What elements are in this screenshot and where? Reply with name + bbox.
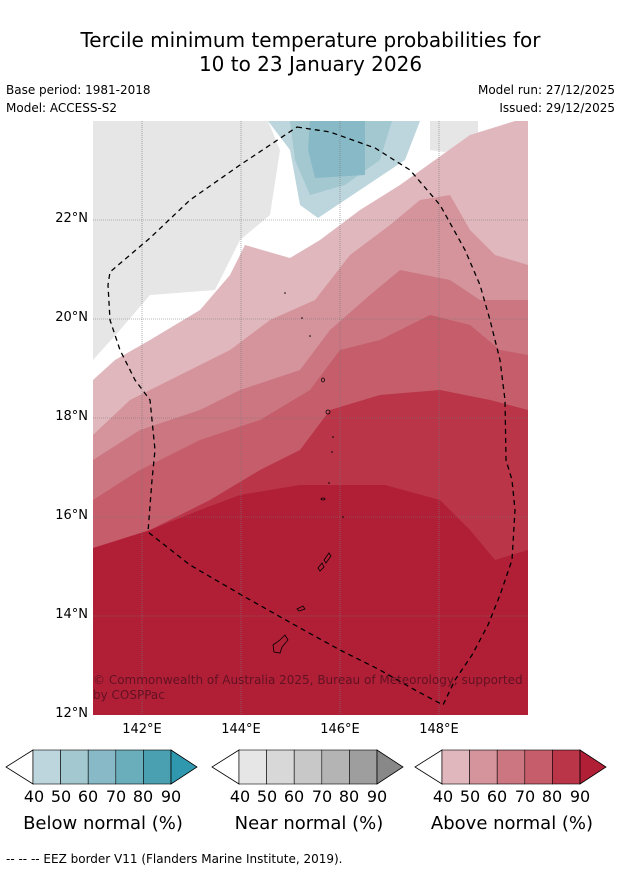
- below-normal-colorbar: [5, 749, 198, 785]
- colorbar-swatch: [496, 749, 526, 785]
- colorbar-swatch: [238, 749, 267, 785]
- near-normal-colorbar: [211, 749, 404, 785]
- island-rota: [296, 605, 306, 612]
- colorbar-swatch: [469, 749, 498, 785]
- model-run: Model run: 27/12/2025: [477, 83, 615, 97]
- lon-label-144: 144°E: [221, 722, 261, 737]
- colorbar-over-triangle: [579, 749, 607, 785]
- base-period: Base period: 1981-2018: [6, 83, 151, 97]
- lon-label-146: 146°E: [320, 722, 360, 737]
- tick-70: 70: [105, 787, 127, 806]
- tick-40: 40: [229, 787, 251, 806]
- colorbar-swatch: [32, 749, 61, 785]
- tick-80: 80: [132, 787, 154, 806]
- colorbar-swatch: [293, 749, 323, 785]
- small-islets: [284, 292, 344, 518]
- island-pagan: [325, 409, 331, 415]
- eez-border: [107, 126, 516, 706]
- colorbar-swatch: [552, 749, 581, 785]
- colorbar-swatch: [524, 749, 553, 785]
- lat-label-20: 20°N: [55, 310, 88, 325]
- colorbar-over-triangle: [376, 749, 404, 785]
- tick-80: 80: [338, 787, 360, 806]
- colorbar-swatch: [87, 749, 117, 785]
- colorbar-swatch: [115, 749, 144, 785]
- probability-shading: © Commonwealth of Australia 2025, Bureau…: [93, 121, 528, 715]
- island-agrihan: [321, 377, 325, 383]
- tick-80: 80: [541, 787, 563, 806]
- near-normal-title: Near normal (%): [234, 813, 384, 834]
- below-normal-swatches: [5, 749, 198, 785]
- tick-90: 90: [366, 787, 388, 806]
- tick-50: 50: [50, 787, 72, 806]
- colorbar-over-triangle: [170, 749, 198, 785]
- above-normal-swatches: [414, 749, 607, 785]
- lat-label-18: 18°N: [55, 409, 88, 424]
- model-name: Model: ACCESS-S2: [6, 101, 118, 115]
- meta-right: Model run: 27/12/2025 Issued: 29/12/2025: [478, 81, 615, 117]
- below-normal-60: [308, 121, 365, 178]
- tick-70: 70: [514, 787, 536, 806]
- copyright-line-2: by COSPPac: [93, 688, 165, 702]
- graticule: [93, 121, 528, 715]
- tick-70: 70: [311, 787, 333, 806]
- copyright-line-1: © Commonwealth of Australia 2025, Bureau…: [93, 673, 523, 687]
- islands: [272, 377, 332, 654]
- issued-date: Issued: 29/12/2025: [499, 101, 615, 115]
- lat-label-22: 22°N: [55, 211, 88, 226]
- colorbar-swatch: [143, 749, 172, 785]
- map-title: Tercile minimum temperature probabilitie…: [0, 28, 621, 76]
- tick-60: 60: [486, 787, 508, 806]
- title-line-1: Tercile minimum temperature probabilitie…: [80, 28, 541, 52]
- above-normal-title: Above normal (%): [430, 813, 594, 834]
- tick-60: 60: [283, 787, 305, 806]
- island-guam: [272, 634, 289, 654]
- lat-label-14: 14°N: [55, 607, 88, 622]
- tick-90: 90: [569, 787, 591, 806]
- tick-40: 40: [23, 787, 45, 806]
- tick-50: 50: [256, 787, 278, 806]
- tick-40: 40: [432, 787, 454, 806]
- colorbar-under-triangle: [414, 749, 443, 785]
- island-tinian: [317, 562, 325, 572]
- above-normal-90: [93, 485, 528, 715]
- colorbar-swatch: [60, 749, 89, 785]
- island-saipan: [323, 552, 332, 564]
- colorbar-under-triangle: [5, 749, 34, 785]
- island-anatahan: [320, 497, 326, 501]
- lat-label-12: 12°N: [55, 706, 88, 721]
- colorbar-swatch: [321, 749, 350, 785]
- tick-50: 50: [459, 787, 481, 806]
- colorbar-swatch: [349, 749, 378, 785]
- title-line-2: 10 to 23 January 2026: [198, 52, 423, 76]
- lon-label-148: 148°E: [419, 722, 459, 737]
- tick-90: 90: [160, 787, 182, 806]
- tick-60: 60: [77, 787, 99, 806]
- meta-left: Base period: 1981-2018 Model: ACCESS-S2: [6, 81, 151, 117]
- near-normal-region: [93, 121, 280, 360]
- colorbar-swatch: [266, 749, 295, 785]
- lat-label-16: 16°N: [55, 508, 88, 523]
- colorbar-under-triangle: [211, 749, 240, 785]
- below-normal-title: Below normal (%): [23, 813, 183, 834]
- eez-footnote: -- -- -- EEZ border V11 (Flanders Marine…: [6, 852, 343, 866]
- colorbar-swatch: [441, 749, 470, 785]
- near-normal-swatches: [211, 749, 404, 785]
- above-normal-colorbar: [414, 749, 607, 785]
- lon-label-142: 142°E: [122, 722, 162, 737]
